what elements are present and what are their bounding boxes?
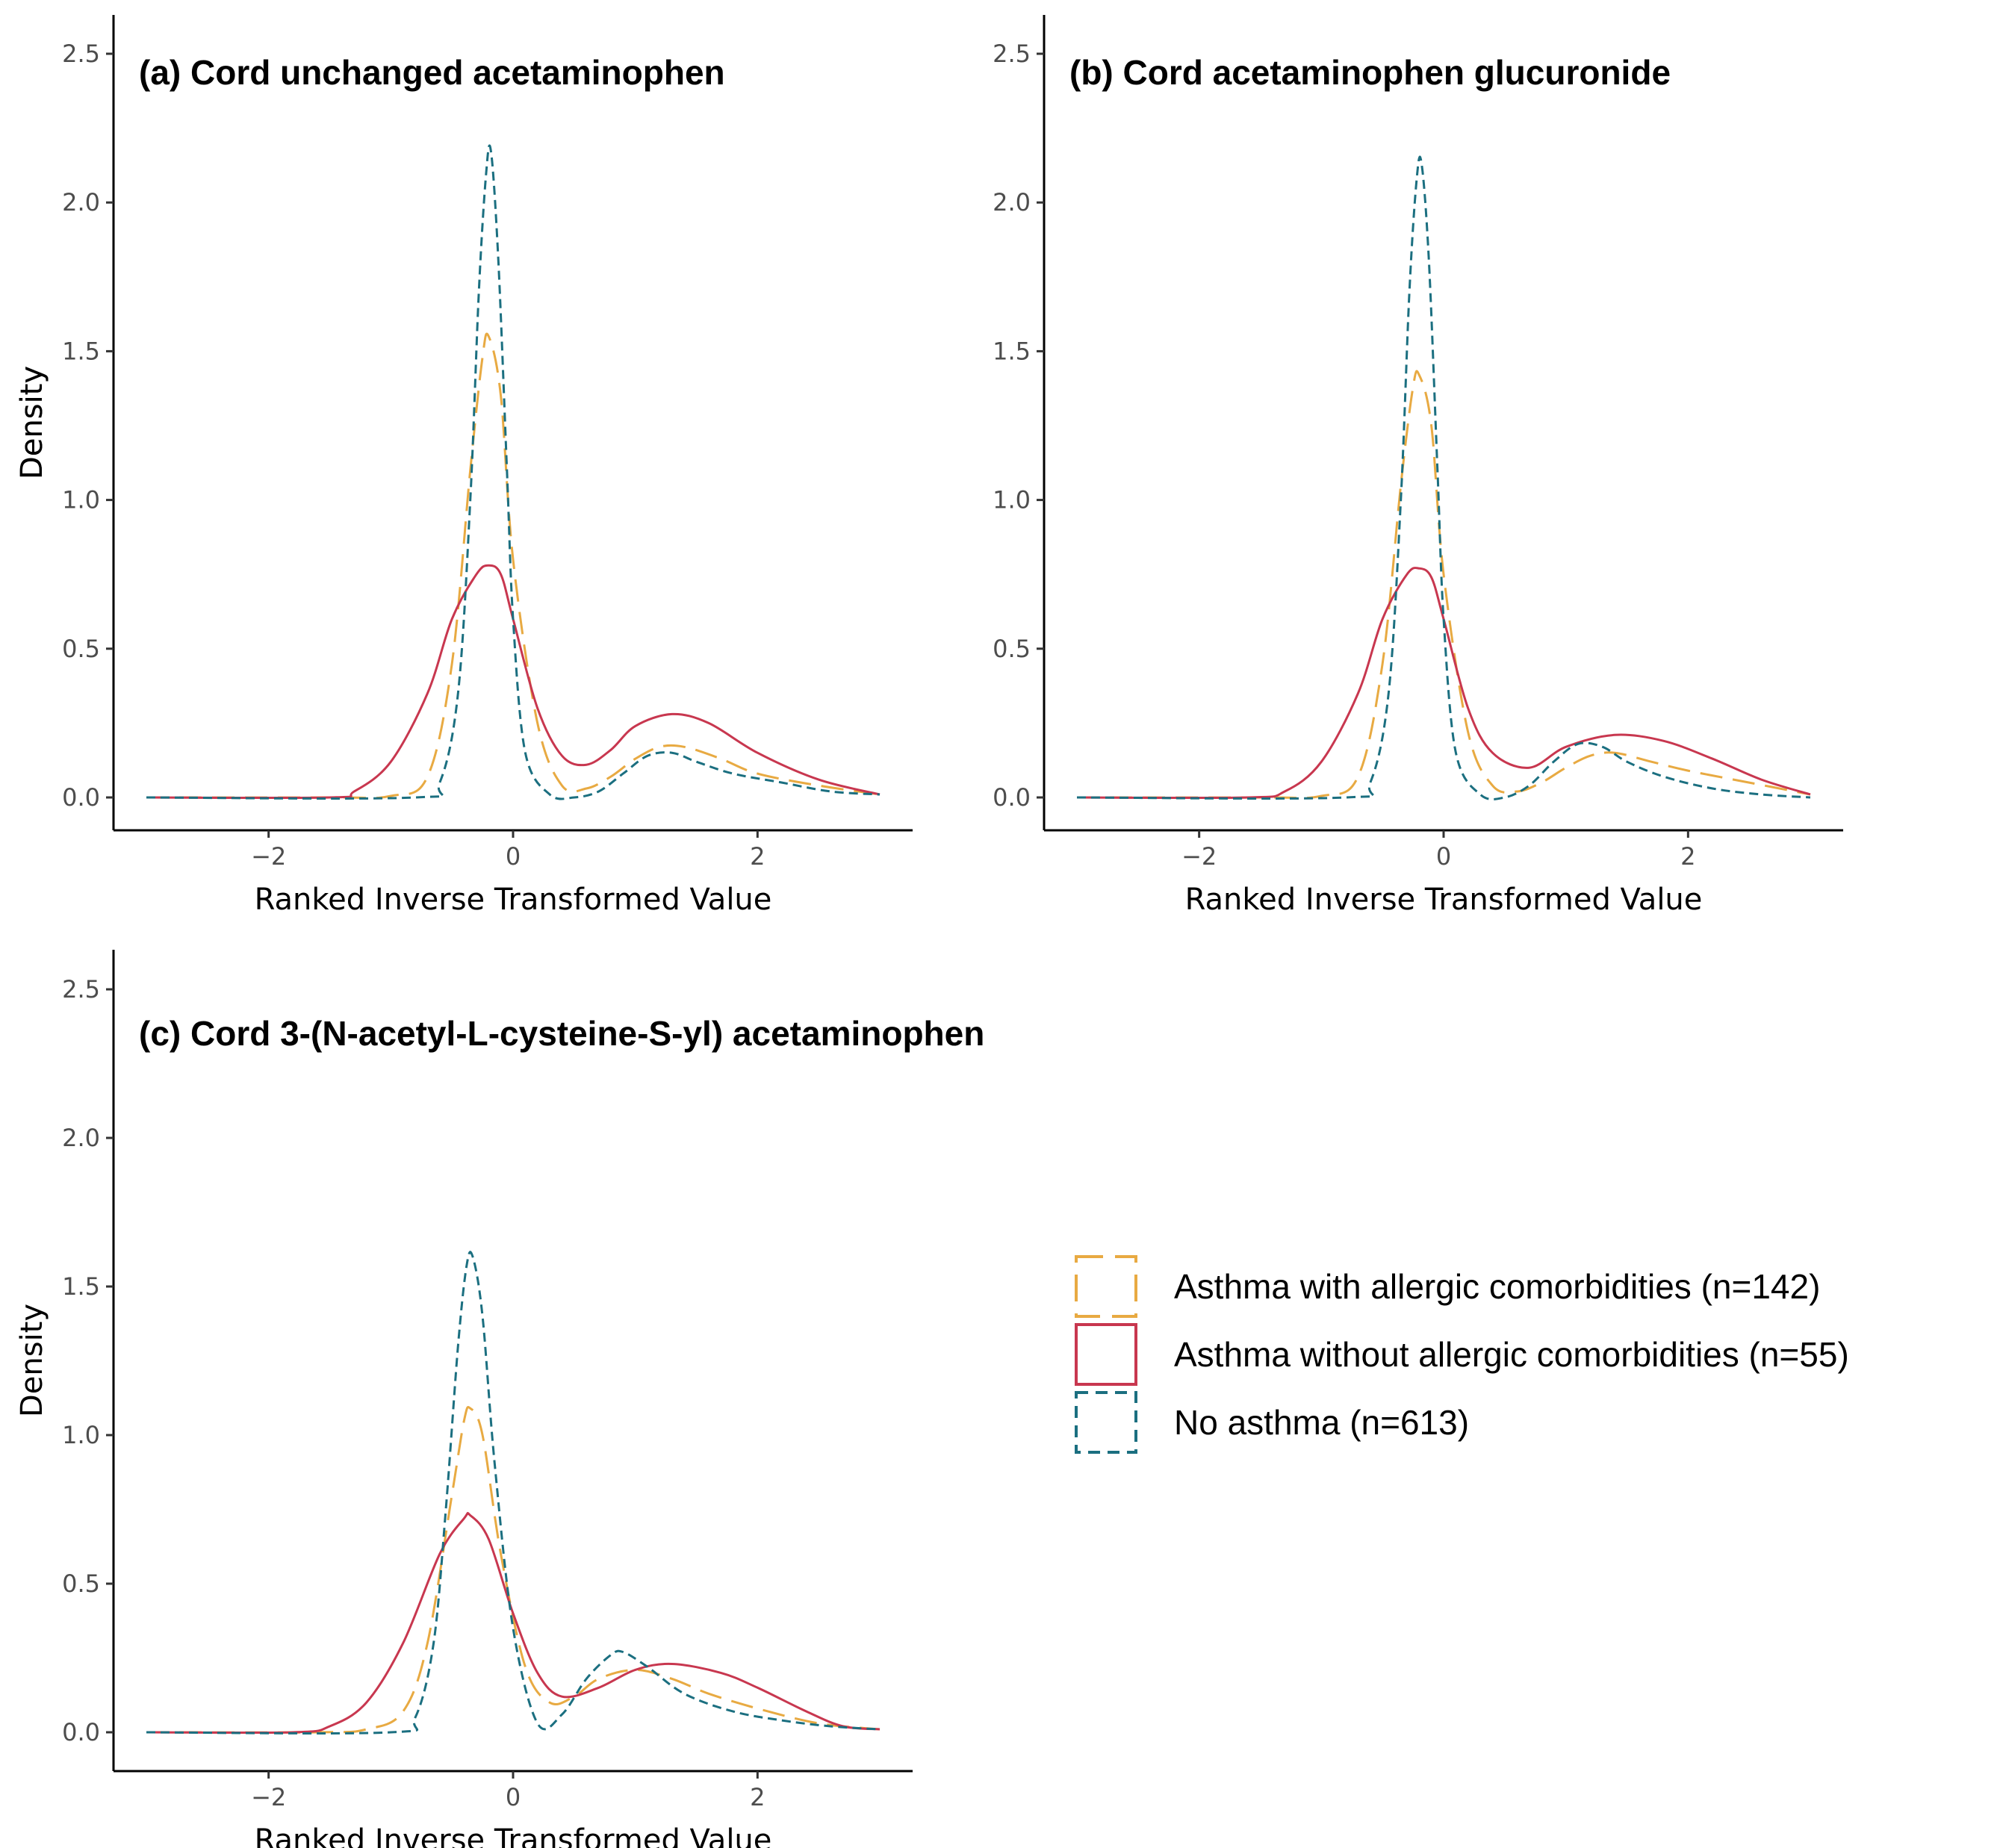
x-tick-label: 2 (750, 1783, 765, 1811)
y-tick-label: 1.5 (62, 337, 100, 365)
panel-title: (a) Cord unchanged acetaminophen (139, 53, 725, 92)
y-tick-label: 1.5 (62, 1272, 100, 1301)
legend-label-1: Asthma with allergic comorbidities (n=14… (1174, 1267, 1820, 1306)
series-line-3 (146, 144, 881, 800)
y-tick-label: 2.0 (62, 188, 100, 217)
y-tick-label: 1.0 (62, 1421, 100, 1449)
x-tick-label: 0 (1436, 842, 1451, 871)
series-line-2 (146, 1511, 881, 1735)
x-tick-label: 0 (506, 842, 521, 871)
panel-title: (b) Cord acetaminophen glucuronide (1069, 53, 1671, 92)
x-axis-title: Ranked Inverse Transformed Value (255, 1823, 772, 1848)
panel-c: 0.0 0.5 1.0 1.5 2.0 2.5 −2 0 2 Ranked Inverse Tra… (15, 950, 984, 1848)
legend-label-3: No asthma (n=613) (1174, 1403, 1469, 1442)
legend-key-1 (1075, 1255, 1137, 1318)
y-tick-label: 0.0 (62, 1718, 100, 1746)
x-axis-title: Ranked Inverse Transformed Value (1185, 883, 1703, 917)
panel-b: 0.0 0.5 1.0 1.5 2.0 2.5 −2 0 2 Ranked Inverse Tra… (15, 15, 1843, 917)
panel-a: 0.0 0.5 1.0 1.5 2.0 2.5 −2 0 2 Ranked Inverse Tra… (15, 15, 913, 917)
x-axis-title: Ranked Inverse Transformed Value (255, 883, 772, 917)
y-tick-label: 2.5 (62, 975, 100, 1004)
series-line-1 (146, 1406, 881, 1734)
y-tick-label: 2.5 (62, 40, 100, 68)
y-tick-label: 1.0 (62, 486, 100, 514)
x-tick-label: −2 (1181, 842, 1217, 871)
x-tick-label: 2 (1680, 842, 1695, 871)
series-line-1 (1076, 370, 1811, 800)
y-tick-label: 2.0 (993, 188, 1031, 217)
legend-label-2: Asthma without allergic comorbidities (n… (1174, 1335, 1849, 1374)
series-line-2 (1076, 566, 1811, 800)
x-tick-label: −2 (251, 1783, 286, 1811)
y-tick-label: 0.5 (62, 1569, 100, 1598)
legend-key-2 (1075, 1323, 1137, 1386)
y-tick-label: 0.5 (62, 635, 100, 663)
x-tick-label: 2 (750, 842, 765, 871)
y-axis-title: Density (15, 1304, 49, 1417)
series-line-3 (1076, 155, 1811, 800)
legend: Asthma with allergic comorbidities (n=14… (1075, 1255, 1849, 1454)
y-axis-title: Density (15, 366, 49, 479)
series-line-3 (146, 1251, 881, 1735)
x-tick-label: −2 (251, 842, 286, 871)
legend-key-3 (1075, 1391, 1137, 1454)
y-axis-title: Density (15, 366, 49, 479)
y-tick-label: 2.5 (993, 40, 1031, 68)
y-tick-label: 2.0 (62, 1124, 100, 1152)
y-tick-label: 0.0 (993, 783, 1031, 812)
y-tick-label: 1.0 (993, 486, 1031, 514)
series-line-1 (146, 332, 881, 800)
x-tick-label: 0 (506, 1783, 521, 1811)
panel-title: (c) Cord 3-(N-acetyl-L-cysteine-S-yl) ac… (139, 1014, 984, 1053)
y-tick-label: 0.0 (62, 783, 100, 812)
y-tick-label: 0.5 (993, 635, 1031, 663)
y-tick-label: 1.5 (993, 337, 1031, 365)
